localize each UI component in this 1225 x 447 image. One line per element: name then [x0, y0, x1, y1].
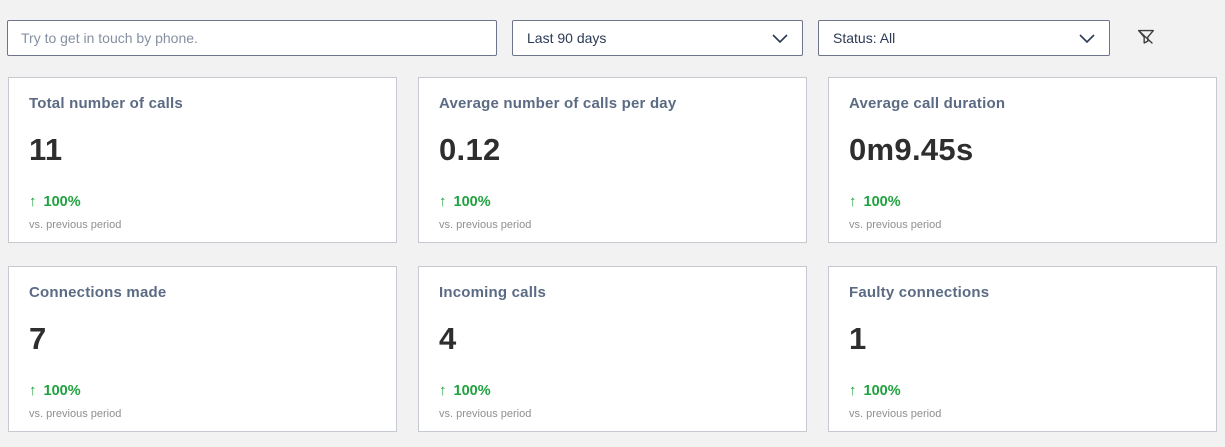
trend-up-arrow-icon: ↑ — [439, 193, 447, 210]
card-value: 0m9.45s — [849, 132, 974, 167]
stat-card-avg-calls-per-day: Average number of calls per day 0.12 ↑ 1… — [418, 77, 807, 243]
trend-up-arrow-icon: ↑ — [849, 382, 857, 399]
status-filter-selected-value: Status: All — [833, 30, 896, 46]
card-change: ↑ 100% — [849, 382, 1196, 399]
card-value: 1 — [849, 321, 867, 356]
card-title: Average call duration — [849, 95, 1006, 112]
card-title: Total number of calls — [29, 95, 183, 112]
card-value: 7 — [29, 321, 47, 356]
chevron-down-icon — [772, 33, 788, 43]
trend-up-arrow-icon: ↑ — [29, 382, 37, 399]
comparison-label: vs. previous period — [29, 219, 122, 231]
change-percent: 100% — [863, 193, 901, 210]
date-range-selected-value: Last 90 days — [527, 30, 607, 46]
trend-up-arrow-icon: ↑ — [439, 382, 447, 399]
card-change: ↑ 100% — [29, 382, 376, 399]
stat-card-incoming-calls: Incoming calls 4 ↑ 100% vs. previous per… — [418, 266, 807, 432]
comparison-label: vs. previous period — [439, 219, 532, 231]
comparison-label: vs. previous period — [439, 408, 532, 420]
card-change: ↑ 100% — [439, 193, 786, 210]
card-change: ↑ 100% — [849, 193, 1196, 210]
status-filter-select[interactable]: Status: All — [818, 20, 1110, 56]
change-percent: 100% — [863, 382, 901, 399]
card-value: 11 — [29, 132, 63, 167]
card-change: ↑ 100% — [29, 193, 376, 210]
stat-card-faulty-connections: Faulty connections 1 ↑ 100% vs. previous… — [828, 266, 1217, 432]
change-percent: 100% — [453, 193, 491, 210]
card-value: 0.12 — [439, 132, 501, 167]
stat-card-total-calls: Total number of calls 11 ↑ 100% vs. prev… — [8, 77, 397, 243]
filters-toolbar: Last 90 days Status: All — [7, 20, 1160, 56]
card-title: Connections made — [29, 284, 167, 301]
comparison-label: vs. previous period — [29, 408, 122, 420]
clear-filters-button[interactable] — [1132, 24, 1160, 52]
trend-up-arrow-icon: ↑ — [29, 193, 37, 210]
filter-off-icon — [1135, 26, 1157, 51]
change-percent: 100% — [43, 193, 81, 210]
card-title: Faulty connections — [849, 284, 990, 301]
change-percent: 100% — [43, 382, 81, 399]
search-input[interactable] — [7, 20, 497, 56]
stat-card-avg-call-duration: Average call duration 0m9.45s ↑ 100% vs.… — [828, 77, 1217, 243]
comparison-label: vs. previous period — [849, 408, 942, 420]
trend-up-arrow-icon: ↑ — [849, 193, 857, 210]
card-value: 4 — [439, 321, 457, 356]
change-percent: 100% — [453, 382, 491, 399]
comparison-label: vs. previous period — [849, 219, 942, 231]
chevron-down-icon — [1079, 33, 1095, 43]
card-change: ↑ 100% — [439, 382, 786, 399]
card-title: Average number of calls per day — [439, 95, 677, 112]
card-title: Incoming calls — [439, 284, 546, 301]
date-range-select[interactable]: Last 90 days — [512, 20, 803, 56]
stats-card-grid: Total number of calls 11 ↑ 100% vs. prev… — [8, 77, 1217, 432]
stat-card-connections-made: Connections made 7 ↑ 100% vs. previous p… — [8, 266, 397, 432]
